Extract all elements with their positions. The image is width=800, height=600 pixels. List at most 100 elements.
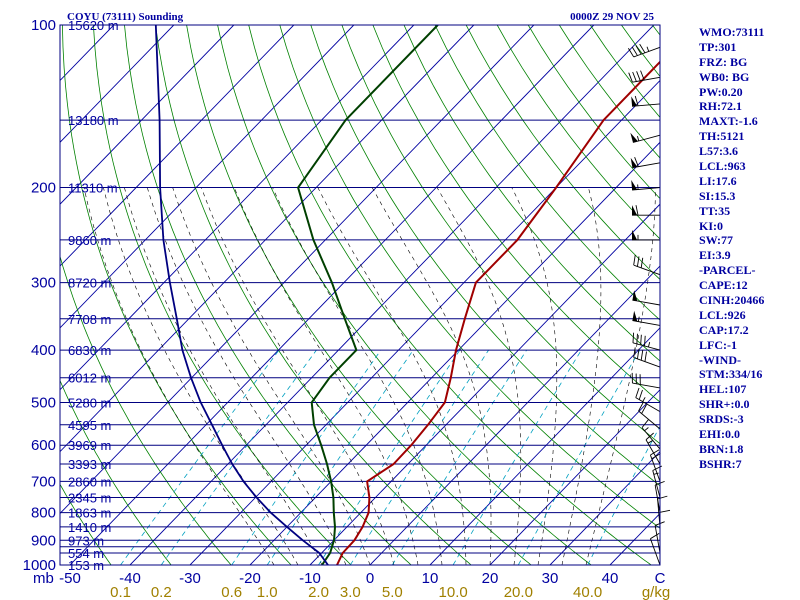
height-label: 1410 m [68, 520, 111, 535]
height-label: 11310 m [68, 181, 118, 196]
pressure-tick-label: 1000 [23, 557, 56, 574]
isotherm-line [60, 25, 295, 267]
wind-barb-feather [651, 453, 661, 460]
wind-barb [630, 157, 661, 169]
wind-barb-feather [633, 254, 636, 266]
index-item: TT:35 [699, 203, 731, 218]
wind-barb [631, 95, 661, 107]
height-label: 5280 m [68, 395, 111, 410]
wind-barb-flag [631, 96, 638, 107]
pressure-tick-label: 100 [31, 17, 56, 34]
index-item: KI:0 [699, 218, 723, 233]
isotherm-line [60, 25, 535, 515]
isotherm-line [60, 25, 415, 391]
wind-barb-feather [641, 419, 649, 428]
isotherm-line [60, 25, 235, 205]
wind-barb-feather [628, 72, 633, 83]
temperature-tick-label: -10 [299, 570, 321, 587]
isotherm-line [60, 25, 355, 329]
mixing-ratio-tick-label: 2.0 [308, 584, 329, 600]
isotherm-line [489, 389, 660, 565]
index-item: SI:15.3 [699, 188, 736, 203]
wind-barb-feather [638, 401, 644, 412]
moist-adiabat-line [83, 187, 275, 565]
wind-barb-feather [650, 533, 660, 540]
wind-barb [632, 229, 660, 241]
index-item: FRZ: BG [699, 54, 748, 69]
index-item: SRDS:-3 [699, 412, 744, 427]
wind-barb-half-feather [647, 440, 653, 444]
isotherm-line [129, 25, 655, 565]
height-label: 6830 m [68, 343, 111, 358]
wind-barb-shaft [652, 470, 661, 498]
wind-barb-feather [632, 332, 635, 343]
pressure-tick-label: 800 [31, 505, 56, 522]
moist-adiabat-line [234, 187, 419, 565]
index-item: CINH:20466 [699, 293, 765, 308]
height-label: 2860 m [68, 474, 111, 489]
wind-barb-feather [634, 157, 639, 167]
wind-barb [650, 449, 661, 482]
wind-barb-flag [632, 290, 638, 302]
wind-barb-half-feather [647, 342, 651, 348]
wind-barb-feather [635, 205, 639, 216]
temperature-tick-label: -50 [59, 570, 81, 587]
isotherm-line [189, 79, 660, 565]
wind-barb-shaft [641, 427, 661, 450]
wind-barb-feather [631, 46, 638, 56]
chart-time: 0000Z 29 NOV 25 [570, 11, 654, 23]
wind-barb [628, 43, 661, 58]
wind-barb [635, 387, 661, 413]
wind-barb-shaft [650, 454, 661, 482]
wind-barb-feather [633, 347, 636, 358]
pressure-tick-label: 300 [31, 275, 56, 292]
wind-barb-feather [637, 256, 640, 267]
wind-barb-feather [636, 71, 641, 81]
height-label: 9860 m [68, 233, 111, 248]
wind-barb-feather [645, 432, 654, 441]
temperature-tick-label: 10 [422, 570, 439, 587]
index-item: WB0: BG [699, 69, 750, 84]
wind-barb [659, 509, 671, 541]
index-item: MAXT:-1.6 [699, 114, 758, 129]
wind-barb-shaft [633, 357, 661, 368]
height-label: 3969 m [68, 438, 111, 453]
isotherm-line [309, 203, 660, 565]
wind-barb-flag [630, 132, 638, 143]
height-label: 2345 m [68, 491, 111, 506]
wind-barb [632, 205, 660, 216]
wind-barb-shaft [633, 264, 661, 276]
height-label: 3393 m [68, 457, 111, 472]
wind-barb-feather [657, 495, 668, 500]
wind-barb-feather [640, 257, 644, 268]
wind-barb [645, 432, 661, 465]
wind-barb-feather [641, 404, 647, 414]
pressure-tick-label: 500 [31, 394, 56, 411]
stability-indices-panel: WMO:73111 TP:301 FRZ: BG WB0: BG PW:0.20 RH:7… [699, 25, 799, 472]
index-item: CAP:17.2 [699, 322, 749, 337]
wind-barb-half-feather [637, 316, 640, 322]
wind-barb-flag [632, 229, 637, 240]
index-item: PW:0.20 [699, 84, 743, 99]
wind-barb [650, 533, 661, 566]
height-label: 973 m [68, 533, 104, 548]
wind-barb-shaft [632, 103, 661, 107]
wind-barb-shaft [638, 410, 661, 430]
wind-barb-half-feather [646, 46, 650, 52]
wind-barb-flag [631, 180, 638, 190]
wind-barb [630, 132, 661, 143]
wind-barb-half-feather [653, 472, 659, 475]
wind-barb-flag [632, 310, 638, 322]
isotherm-line [60, 25, 175, 143]
mixing-ratio-tick-label: 0.1 [110, 584, 131, 600]
pressure-tick-label: 700 [31, 473, 56, 490]
wind-barb [638, 401, 661, 430]
index-item: -WIND- [699, 352, 741, 367]
index-item: L57:3.6 [699, 144, 738, 159]
temperature-tick-label: -20 [239, 570, 261, 587]
mixing-ratio-tick-label: 0.2 [151, 584, 172, 600]
moist-adiabat-line [172, 187, 371, 565]
height-label: 4595 m [68, 418, 111, 433]
temperature-tick-label: 20 [482, 570, 499, 587]
